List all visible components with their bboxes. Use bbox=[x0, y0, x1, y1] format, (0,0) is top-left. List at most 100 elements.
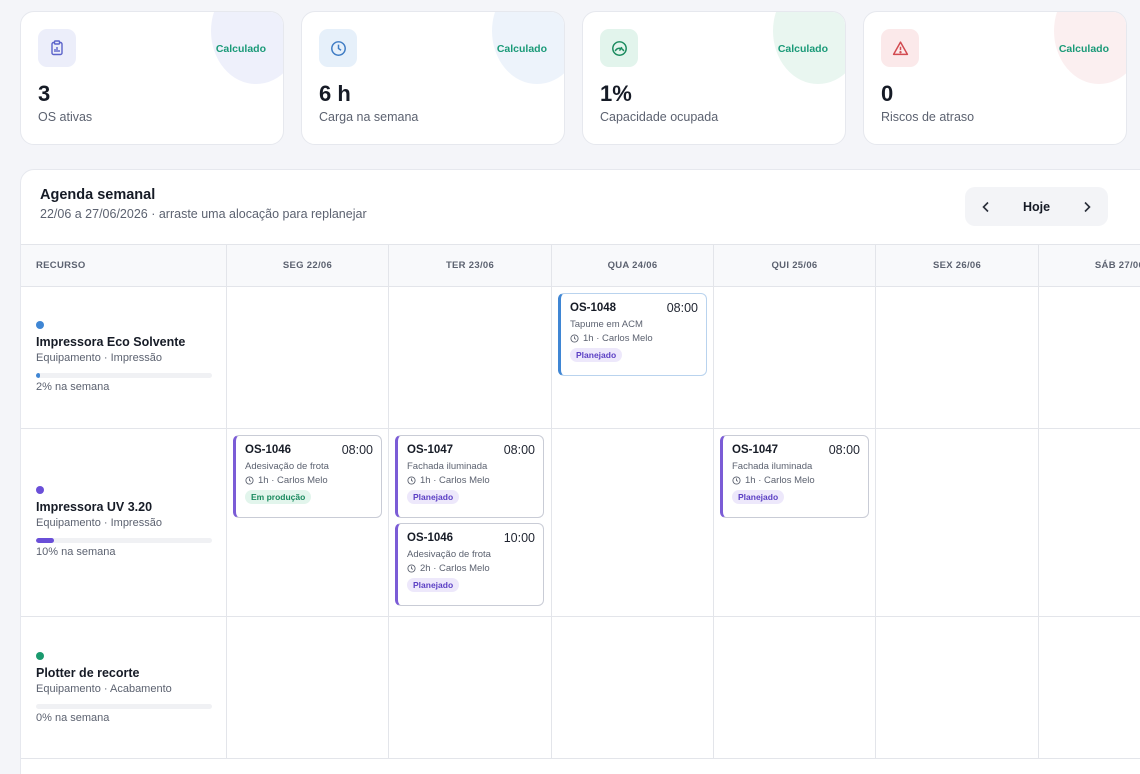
kpi-card-riscos: Calculado 0 Riscos de atraso bbox=[863, 11, 1127, 145]
load-bar bbox=[36, 373, 212, 378]
resource-type: Equipamento · Acabamento bbox=[36, 683, 172, 695]
day-cell[interactable] bbox=[227, 617, 389, 759]
allocation-card[interactable]: OS-1046 10:00 Adesivação de frota 2h · Ca… bbox=[395, 523, 544, 606]
os-code: OS-1046 bbox=[245, 444, 292, 456]
kpi-value: 1% bbox=[600, 81, 632, 106]
status-badge: Planejado bbox=[407, 578, 460, 592]
duration-operator: 1h · Carlos Melo bbox=[420, 475, 490, 486]
start-time: 08:00 bbox=[341, 443, 373, 457]
kpi-label: Carga na semana bbox=[319, 110, 419, 124]
day-cell[interactable] bbox=[876, 287, 1039, 429]
kpi-tag: Calculado bbox=[1058, 43, 1109, 55]
duration-operator: 2h · Carlos Melo bbox=[420, 563, 490, 574]
clock-icon bbox=[245, 476, 254, 485]
kpi-value: 6 h bbox=[319, 81, 351, 106]
resource-name: Impressora UV 3.20 bbox=[36, 500, 153, 514]
load-percent: 2% na semana bbox=[36, 381, 110, 393]
column-header-day: SEX 26/06 bbox=[876, 244, 1039, 287]
day-cell[interactable] bbox=[1039, 429, 1140, 617]
allocation-card[interactable]: OS-1046 08:00 Adesivação de frota 1h · Ca… bbox=[233, 435, 382, 518]
day-cell[interactable] bbox=[552, 287, 714, 429]
day-cell[interactable] bbox=[1039, 617, 1140, 759]
day-cell[interactable] bbox=[876, 429, 1039, 617]
column-header-day: SEG 22/06 bbox=[227, 244, 389, 287]
clipboard-chart-icon bbox=[38, 29, 76, 67]
resource-info: Impressora UV 3.20 Equipamento · Impress… bbox=[36, 486, 212, 558]
kpi-value: 0 bbox=[881, 81, 894, 106]
kpi-tag: Calculado bbox=[215, 43, 266, 55]
start-time: 08:00 bbox=[828, 443, 860, 457]
weekly-agenda-panel: Agenda semanal 22/06 a 27/06/2026 · arra… bbox=[20, 169, 1140, 774]
kpi-label: OS ativas bbox=[38, 110, 93, 124]
clock-icon bbox=[732, 476, 741, 485]
resource-color-dot bbox=[36, 321, 44, 329]
allocation-card[interactable]: OS-1047 08:00 Fachada iluminada 1h · Carl… bbox=[395, 435, 544, 518]
load-bar bbox=[36, 704, 212, 709]
resource-info: Plotter de recorte Equipamento · Acabame… bbox=[36, 652, 212, 724]
gauge-icon bbox=[600, 29, 638, 67]
agenda-subtitle: 22/06 a 27/06/2026 · arraste uma alocaçã… bbox=[40, 207, 367, 221]
week-navigator: Hoje bbox=[965, 187, 1108, 226]
job-description: Fachada iluminada bbox=[732, 461, 813, 472]
clock-icon bbox=[319, 29, 357, 67]
column-header-day: SÁB 27/06 bbox=[1039, 244, 1140, 287]
day-cell[interactable] bbox=[714, 617, 876, 759]
resource-cell bbox=[21, 429, 227, 617]
resource-cell bbox=[21, 617, 227, 759]
day-cell[interactable] bbox=[552, 429, 714, 617]
status-badge: Em produção bbox=[245, 490, 312, 504]
job-description: Tapume em ACM bbox=[570, 319, 643, 330]
resource-color-dot bbox=[36, 652, 44, 660]
allocation-card[interactable]: OS-1048 08:00 Tapume em ACM 1h · Carlos M… bbox=[558, 293, 707, 376]
kpi-tag: Calculado bbox=[496, 43, 547, 55]
start-time: 08:00 bbox=[666, 301, 698, 315]
os-code: OS-1047 bbox=[407, 444, 454, 456]
day-cell[interactable] bbox=[1039, 287, 1140, 429]
job-description: Adesivação de frota bbox=[245, 461, 329, 472]
duration-operator: 1h · Carlos Melo bbox=[745, 475, 815, 486]
os-code: OS-1047 bbox=[732, 444, 779, 456]
kpi-label: Riscos de atraso bbox=[881, 110, 975, 124]
resource-name: Plotter de recorte bbox=[36, 666, 140, 680]
resource-info: Impressora Eco Solvente Equipamento · Im… bbox=[36, 321, 212, 393]
column-header-day: QUA 24/06 bbox=[552, 244, 714, 287]
kpi-card-os-ativas: Calculado 3 OS ativas bbox=[20, 11, 284, 145]
resource-type: Equipamento · Impressão bbox=[36, 352, 162, 364]
day-cell[interactable] bbox=[552, 617, 714, 759]
os-code: OS-1046 bbox=[407, 532, 454, 544]
day-cell[interactable] bbox=[389, 287, 552, 429]
day-cell[interactable] bbox=[714, 287, 876, 429]
day-cell[interactable] bbox=[227, 287, 389, 429]
kpi-card-carga-semana: Calculado 6 h Carga na semana bbox=[301, 11, 565, 145]
job-description: Fachada iluminada bbox=[407, 461, 488, 472]
day-cell[interactable] bbox=[389, 429, 552, 617]
clock-icon bbox=[407, 476, 416, 485]
duration-operator: 1h · Carlos Melo bbox=[258, 475, 328, 486]
duration-operator: 1h · Carlos Melo bbox=[583, 333, 653, 344]
load-bar bbox=[36, 538, 212, 543]
kpi-card-capacidade: Calculado 1% Capacidade ocupada bbox=[582, 11, 846, 145]
load-bar-fill bbox=[36, 373, 40, 378]
status-badge: Planejado bbox=[407, 490, 460, 504]
load-percent: 0% na semana bbox=[36, 712, 110, 724]
day-cell[interactable] bbox=[714, 429, 876, 617]
chevron-right-icon[interactable] bbox=[1079, 199, 1095, 215]
day-cell[interactable] bbox=[389, 617, 552, 759]
chevron-left-icon[interactable] bbox=[978, 199, 994, 215]
clock-icon bbox=[407, 564, 416, 573]
resource-name: Impressora Eco Solvente bbox=[36, 335, 186, 349]
day-cell[interactable] bbox=[876, 617, 1039, 759]
today-button[interactable]: Hoje bbox=[1022, 199, 1051, 214]
resource-type: Equipamento · Impressão bbox=[36, 517, 162, 529]
column-header-day: TER 23/06 bbox=[389, 244, 552, 287]
start-time: 10:00 bbox=[503, 531, 535, 545]
kpi-value: 3 bbox=[38, 81, 51, 106]
column-header-day: QUI 25/06 bbox=[714, 244, 876, 287]
resource-cell bbox=[21, 287, 227, 429]
allocation-card[interactable]: OS-1047 08:00 Fachada iluminada 1h · Carl… bbox=[720, 435, 869, 518]
load-percent: 10% na semana bbox=[36, 546, 116, 558]
load-bar-fill bbox=[36, 538, 54, 543]
day-cell[interactable] bbox=[227, 429, 389, 617]
warning-icon bbox=[881, 29, 919, 67]
kpi-label: Capacidade ocupada bbox=[600, 110, 719, 124]
